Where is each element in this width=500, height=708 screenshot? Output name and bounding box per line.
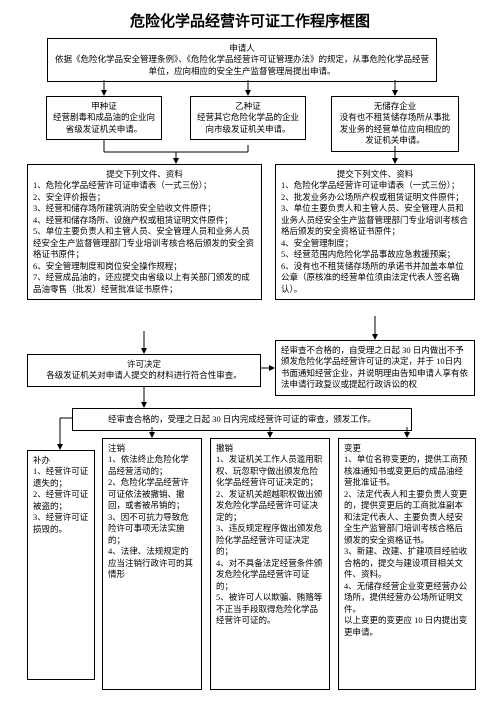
list-item: 3、新建、改建、扩建项目经验收合格的，提交与建设项目相关文件、资料。 [344, 546, 470, 580]
list-item: 以上变更的变更应 10 日内提出变更申请。 [344, 615, 470, 638]
type-b-body: 经营其它危险化学品的企业向市级发证机关申请。 [196, 112, 300, 135]
type-b-heading: 乙种证 [196, 101, 300, 112]
list-item: 5、经营范围内危险化学品事故应急救援预案； [281, 249, 469, 260]
page-title: 危险化学品经营许可证工作程序框图 [14, 12, 486, 32]
node-supplement: 补办 1、经营许可证遗失的； 2、经营许可证被盗的； 3、经营许可证损毁的。 [27, 450, 95, 680]
node-permit: 许可决定 各级发证机关对申请人提交的材料进行符合性审查。 [27, 354, 261, 387]
node-pass: 经审查合格的，受理之日起 30 日内完成经营许可证的审查，颁发工作。 [72, 408, 412, 431]
docs-right-heading: 提交下列文件、资料 [281, 169, 469, 180]
list-item: 5、单位主要负责人和主管人员、安全管理人员和业务人员经安全生产监督管理部门专业培… [33, 226, 256, 260]
node-applicant: 申请人 依据《危险化学品安全管理条例》、《危险化学品经营许可证管理办法》的规定，… [47, 38, 437, 82]
list-item: 3、单位主要负责人和主管人员、安全管理人员和业务人员经安全生产监督管理部门专业培… [281, 203, 469, 237]
node-fail: 经审查不合格的，自受理之日起 30 日内做出不予颁发危险化学品经营许可证的决定，… [275, 340, 475, 396]
list-item: 1、危险化学品经营许可证申请表（一式三份）； [33, 180, 256, 191]
applicant-heading: 申请人 [53, 43, 431, 54]
type-a-body: 经营剧毒和成品油的企业向省级发证机关申请。 [52, 112, 156, 135]
list-item: 5、被许可人以欺骗、贿赂等不正当手段取得危险化学品经营许可证的。 [216, 592, 324, 626]
list-item: 3、经营许可证损毁的。 [33, 512, 89, 535]
docs-right-list: 1、危险化学品经营许可证申请表（一式三份）； 2、批发业务办公场所产权或租赁证明… [281, 180, 469, 295]
list-item: 4、法律、法规规定的应当注销行政许可的其情形 [108, 546, 196, 580]
cancel-heading: 注销 [108, 443, 196, 454]
no-store-heading: 无储存企业 [337, 101, 453, 112]
list-item: 2、安全评价报告； [33, 192, 256, 203]
supplement-heading: 补办 [33, 455, 89, 466]
list-item: 2、发证机关超越职权做出颁发危险化学品经营许可证决定的； [216, 489, 324, 523]
no-store-body: 没有也不租赁储存场所从事批发业务的经营单位应向相应的发证机关申请。 [337, 112, 453, 146]
list-item: 4、安全管理制度； [281, 238, 469, 249]
node-type-b: 乙种证 经营其它危险化学品的企业向市级发证机关申请。 [190, 96, 306, 140]
list-item: 7、经营成品油的，还应提交由省级以上有关部门颁发的成品油零售（批发）经营批准证书… [33, 272, 256, 295]
node-revoke: 撤销 1、发证机关工作人员滥用职权、玩忽职守做出颁发危险化学品经营许可证决定的；… [210, 438, 330, 690]
list-item: 2、经营许可证被盗的； [33, 489, 89, 512]
node-docs-left: 提交下列文件、资料 1、危险化学品经营许可证申请表（一式三份）； 2、安全评价报… [27, 164, 262, 300]
node-change: 变更 1、单位名称变更的，提供工商预核准通知书或变更后的成品油经营批准证书。 2… [338, 438, 476, 690]
revoke-list: 1、发证机关工作人员滥用职权、玩忽职守做出颁发危险化学品经营许可证决定的； 2、… [216, 454, 324, 626]
permit-heading: 许可决定 [33, 359, 255, 370]
list-item: 1、危险化学品经营许可证申请表（一式三份）； [281, 180, 469, 191]
fail-text: 经审查不合格的，自受理之日起 30 日内做出不予颁发危险化学品经营许可证的决定，… [281, 345, 468, 389]
list-item: 4、对不具备法定经营条件颁发危险化学品经营许可证的； [216, 558, 324, 592]
permit-body: 各级发证机关对申请人提交的材料进行符合性审查。 [33, 370, 255, 381]
applicant-body: 依据《危险化学品安全管理条例》、《危险化学品经营许可证管理办法》的规定，从事危险… [53, 54, 431, 77]
list-item: 6、没有也不租赁储存场所的承诺书并加盖本单位公章（原核准的经营单位须由法定代表人… [281, 261, 469, 295]
list-item: 2、法定代表人和主要负责人变更的，提供变更后的工商批准副本和法定代表人、主要负责… [344, 489, 470, 546]
docs-left-heading: 提交下列文件、资料 [33, 169, 256, 180]
node-no-store: 无储存企业 没有也不租赁储存场所从事批发业务的经营单位应向相应的发证机关申请。 [331, 96, 459, 152]
list-item: 1、单位名称变更的，提供工商预核准通知书或变更后的成品油经营批准证书。 [344, 454, 470, 488]
list-item: 3、经营和储存场所建筑消防安全验收文件原件； [33, 203, 256, 214]
list-item: 2、危险化学品经营许可证依法被撤销、撤回，或者被吊销的； [108, 477, 196, 511]
change-list: 1、单位名称变更的，提供工商预核准通知书或变更后的成品油经营批准证书。 2、法定… [344, 454, 470, 638]
list-item: 1、发证机关工作人员滥用职权、玩忽职守做出颁发危险化学品经营许可证决定的； [216, 454, 324, 488]
list-item: 3、违反规定程序做出颁发危险化学品经营许可证决定的； [216, 523, 324, 557]
list-item: 2、批发业务办公场所产权或租赁证明文件原件； [281, 192, 469, 203]
pass-text: 经审查合格的，受理之日起 30 日内完成经营许可证的审查，颁发工作。 [108, 414, 376, 424]
node-docs-right: 提交下列文件、资料 1、危险化学品经营许可证申请表（一式三份）； 2、批发业务办… [275, 164, 475, 300]
list-item: 1、经营许可证遗失的； [33, 466, 89, 489]
list-item: 4、经营和储存场所、设施产权或租赁证明文件原件； [33, 215, 256, 226]
node-type-a: 甲种证 经营剧毒和成品油的企业向省级发证机关申请。 [46, 96, 162, 140]
list-item: 1、依法终止危险化学品经营活动的； [108, 454, 196, 477]
docs-left-list: 1、危险化学品经营许可证申请表（一式三份）； 2、安全评价报告； 3、经营和储存… [33, 180, 256, 295]
list-item: 4、无储存经营企业变更经营办公场所，提供经营办公场所证明文件。 [344, 581, 470, 615]
change-heading: 变更 [344, 443, 470, 454]
cancel-list: 1、依法终止危险化学品经营活动的； 2、危险化学品经营许可证依法被撤销、撤回，或… [108, 454, 196, 580]
revoke-heading: 撤销 [216, 443, 324, 454]
list-item: 6、安全管理制度和岗位安全操作规程； [33, 261, 256, 272]
type-a-heading: 甲种证 [52, 101, 156, 112]
node-cancel: 注销 1、依法终止危险化学品经营活动的； 2、危险化学品经营许可证依法被撤销、撤… [102, 438, 202, 690]
list-item: 3、因不可抗力导致危险许可事项无法实施的； [108, 512, 196, 546]
supplement-list: 1、经营许可证遗失的； 2、经营许可证被盗的； 3、经营许可证损毁的。 [33, 466, 89, 535]
